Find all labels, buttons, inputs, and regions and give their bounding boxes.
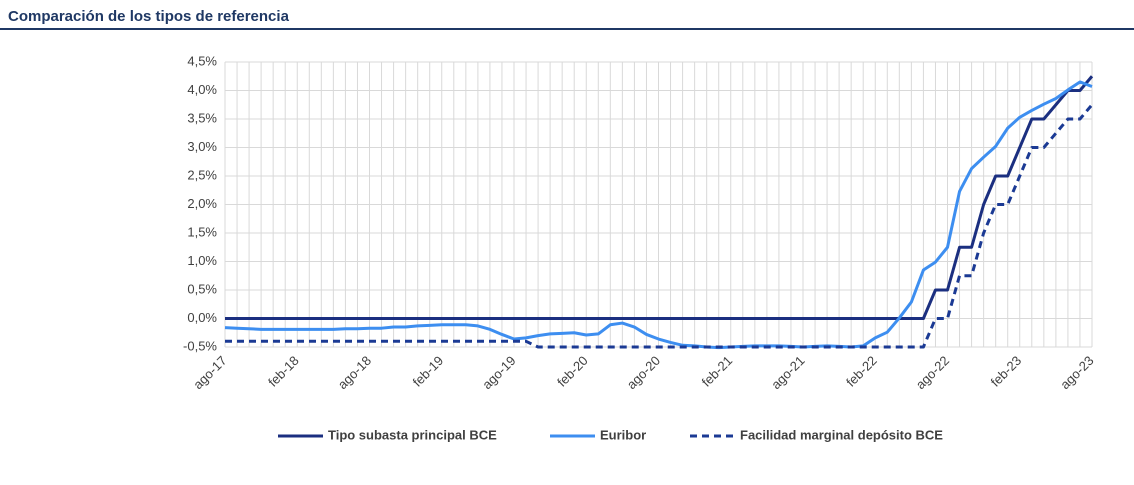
- x-tick-label: feb-23: [988, 353, 1025, 390]
- x-tick-label: feb-20: [554, 353, 591, 390]
- y-tick-label: 2,0%: [187, 196, 217, 211]
- x-tick-label: feb-21: [699, 353, 736, 390]
- y-tick-label: 2,5%: [187, 167, 217, 182]
- x-tick-label: ago-22: [913, 353, 952, 392]
- x-tick-label: ago-18: [335, 353, 374, 392]
- x-tick-label: feb-22: [843, 353, 880, 390]
- y-tick-label: 0,5%: [187, 281, 217, 296]
- y-tick-label: 3,0%: [187, 139, 217, 154]
- x-tick-label: ago-19: [479, 353, 518, 392]
- x-tick-label: feb-18: [265, 353, 302, 390]
- y-tick-label: 0,0%: [187, 310, 217, 325]
- series-line: [225, 103, 1094, 349]
- chart-title: Comparación de los tipos de referencia: [8, 8, 290, 25]
- y-tick-label: -0,5%: [183, 338, 217, 353]
- legend-label: Tipo subasta principal BCE: [328, 427, 497, 442]
- series-line: [224, 80, 1093, 350]
- legend-label: Euribor: [600, 427, 646, 442]
- x-tick-label: ago-20: [624, 353, 663, 392]
- x-tick-label: ago-21: [768, 353, 807, 392]
- y-tick-label: 4,0%: [187, 82, 217, 97]
- legend-label: Facilidad marginal depósito BCE: [740, 427, 943, 442]
- x-tick-label: ago-17: [190, 353, 229, 392]
- series-line: [225, 75, 1094, 320]
- x-tick-label: ago-23: [1057, 353, 1096, 392]
- y-tick-label: 1,0%: [187, 253, 217, 268]
- y-tick-label: 1,5%: [187, 224, 217, 239]
- y-tick-label: 4,5%: [187, 53, 217, 68]
- y-tick-label: 3,5%: [187, 110, 217, 125]
- x-tick-label: feb-19: [410, 353, 447, 390]
